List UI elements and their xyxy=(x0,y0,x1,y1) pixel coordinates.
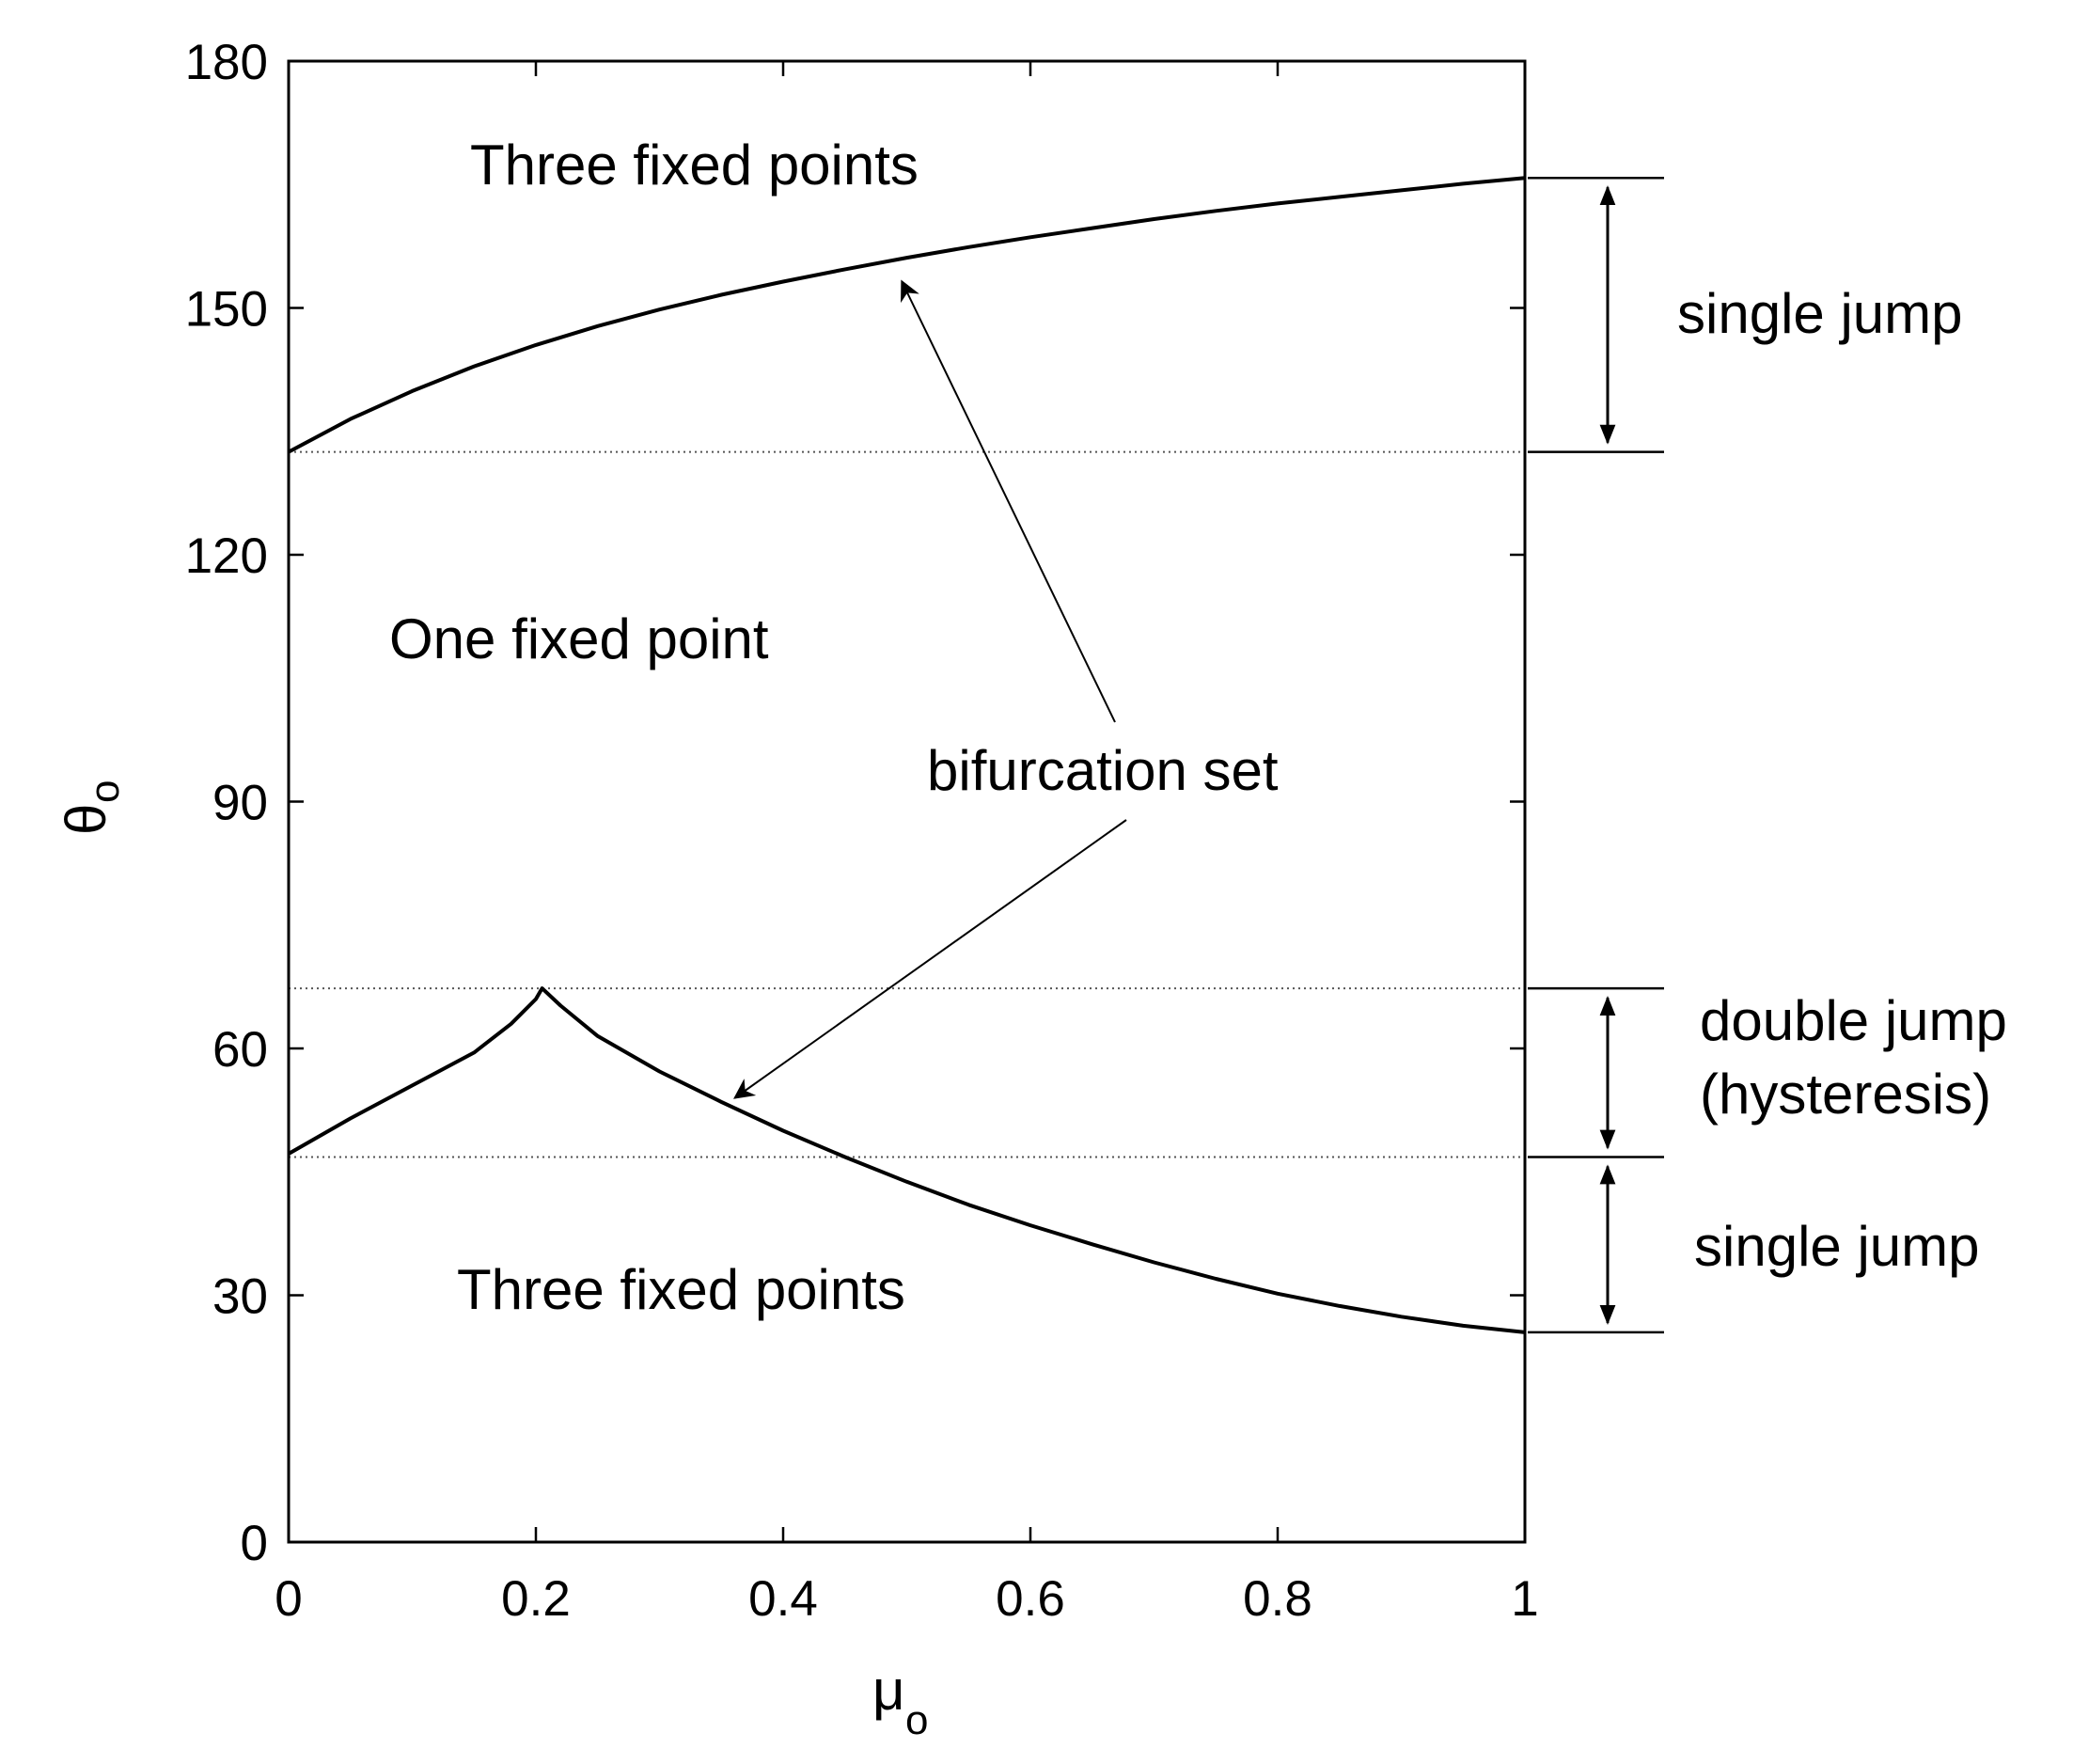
y-axis-title: θ o xyxy=(55,780,128,835)
x-axis-title-symbol: μ xyxy=(872,1659,905,1722)
region-label-middle: One fixed point xyxy=(389,607,769,670)
y-axis-title-symbol: θ xyxy=(55,804,118,835)
y-tick-label: 60 xyxy=(212,1022,268,1078)
pointer-arrow-upper xyxy=(901,279,1116,723)
lower-bifurcation-curve xyxy=(288,986,1526,1334)
pointer-arrow-lower xyxy=(733,819,1127,1099)
pointer-label: bifurcation set xyxy=(927,739,1279,802)
region-label-top: Three fixed points xyxy=(470,134,919,197)
curve-layer xyxy=(288,176,1526,1334)
range-marker-layer xyxy=(1528,177,1664,1334)
tick-layer: 0 0.2 0.4 0.6 0.8 1 0 30 60 90 120 150 180 xyxy=(185,35,1539,1627)
y-tick-label: 180 xyxy=(185,35,268,90)
x-axis-title: μ o xyxy=(872,1659,928,1743)
x-tick-label: 0.4 xyxy=(748,1571,818,1627)
x-tick-label: 1 xyxy=(1511,1571,1538,1627)
range-label-upper: single jump xyxy=(1677,282,1963,345)
x-tick-label: 0.6 xyxy=(996,1571,1065,1627)
pointer-layer xyxy=(733,279,1127,1099)
x-tick-label: 0.2 xyxy=(501,1571,571,1627)
y-axis-title-subscript: o xyxy=(82,780,128,803)
region-label-bottom: Three fixed points xyxy=(457,1258,905,1321)
x-tick-label: 0.8 xyxy=(1243,1571,1312,1627)
y-tick-label: 30 xyxy=(212,1269,268,1325)
y-tick-label: 150 xyxy=(185,282,268,338)
range-label-middle-line2: (hysteresis) xyxy=(1700,1063,1991,1126)
y-tick-label: 0 xyxy=(241,1516,268,1571)
x-tick-label: 0 xyxy=(275,1571,302,1627)
x-axis-title-subscript: o xyxy=(905,1697,928,1743)
range-label-lower: single jump xyxy=(1694,1215,1980,1278)
upper-bifurcation-curve xyxy=(288,176,1526,454)
y-tick-label: 90 xyxy=(212,776,268,831)
range-label-middle-line1: double jump xyxy=(1700,989,2007,1052)
y-tick-label: 120 xyxy=(185,528,268,584)
